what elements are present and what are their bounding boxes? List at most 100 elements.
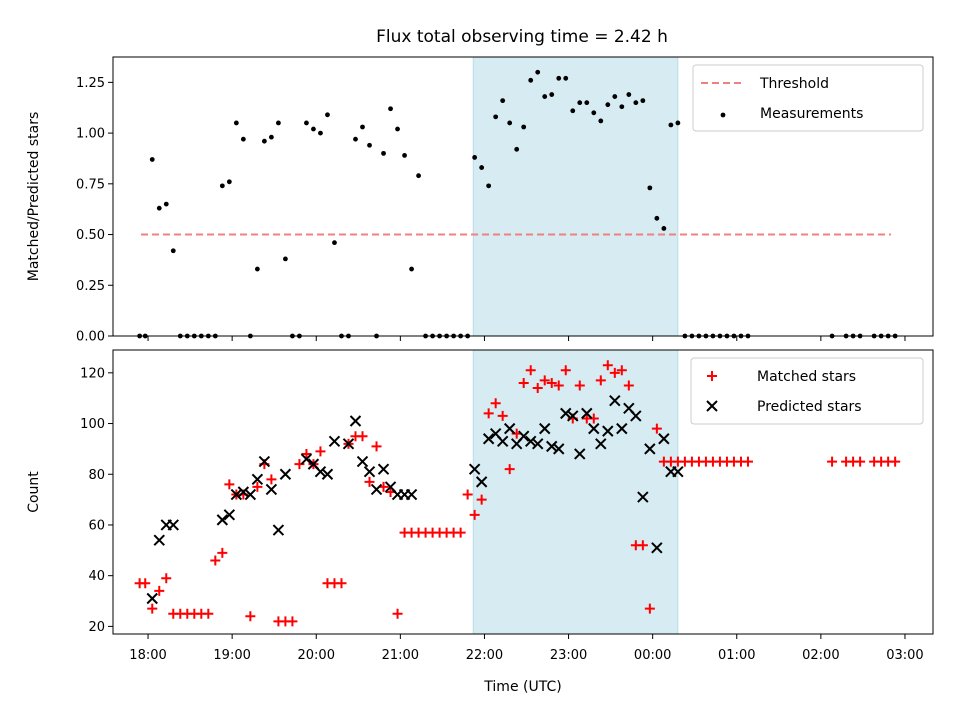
matched-stars-point	[392, 608, 403, 619]
matched-stars-point	[364, 476, 375, 487]
x-tick-label: 02:00	[802, 648, 839, 663]
predicted-stars-point	[468, 463, 481, 475]
matched-stars-point	[154, 585, 165, 596]
legend-label-threshold: Threshold	[759, 76, 829, 92]
measurements-point	[647, 185, 653, 191]
matched-stars-point	[574, 380, 585, 391]
y-tick-label: 1.25	[76, 76, 105, 91]
matched-stars-point	[266, 474, 277, 485]
matched-stars-point	[539, 375, 550, 386]
predicted-stars-point	[251, 473, 264, 486]
predicted-stars-point	[328, 435, 341, 447]
measurements-point	[668, 122, 674, 128]
x-tick-label: 19:00	[213, 648, 250, 663]
matched-stars-point	[553, 380, 564, 391]
ratio-panel: 0.00 0.25 0.50 0.75 1.00 1.25 Matched/Predict…	[26, 56, 934, 345]
measurements-point	[240, 136, 246, 142]
matched-stars-point	[532, 383, 543, 394]
measurements-point	[563, 75, 569, 81]
predicted-stars-point	[553, 443, 565, 455]
predicted-stars-point	[370, 483, 383, 496]
predicted-stars-point	[265, 483, 278, 496]
measurements-point	[219, 183, 225, 189]
predicted-stars-point	[581, 407, 593, 420]
measurements-point	[584, 100, 590, 106]
predicted-stars-point	[651, 542, 663, 554]
matched-stars-point	[469, 509, 480, 520]
predicted-stars-point	[314, 466, 327, 478]
measurements-point	[633, 100, 639, 106]
x-tick-label: 03:00	[886, 648, 923, 663]
y-tick-label: 60	[88, 518, 105, 533]
predicted-stars-point	[672, 466, 684, 478]
matched-stars-point	[560, 365, 571, 376]
count-y-ticks: 20 40 60 80 100 120	[80, 366, 113, 635]
predicted-stars-point	[300, 453, 313, 465]
legend-handle-matched-stars	[707, 371, 717, 381]
legend-label-matched-stars: Matched stars	[757, 369, 856, 385]
matched-stars-point	[525, 365, 536, 376]
measurements-point	[514, 146, 520, 152]
matched-stars-point	[203, 608, 214, 619]
predicted-stars-point	[377, 463, 390, 475]
matched-stars-point	[217, 547, 228, 558]
legend-label-predicted-stars: Predicted stars	[757, 399, 862, 415]
measurements-point	[640, 98, 646, 104]
matched-stars-point	[245, 611, 256, 622]
predicted-stars-point	[237, 486, 250, 498]
observing-window-span-bottom	[472, 349, 679, 635]
measurements-point	[626, 92, 632, 97]
measurements-point	[381, 150, 386, 156]
matched-stars-point	[371, 441, 382, 452]
predicted-stars-point	[644, 443, 656, 455]
measurements-point	[409, 266, 414, 272]
matched-stars-point	[742, 456, 753, 467]
count-series	[134, 360, 901, 627]
x-tick-label: 20:00	[298, 648, 335, 663]
y-tick-label: 0.25	[76, 279, 105, 294]
predicted-stars-point	[363, 466, 376, 478]
ratio-y-ticks: 0.00 0.25 0.50 0.75 1.00 1.25	[76, 76, 113, 345]
predicted-stars-point	[223, 509, 236, 521]
legend-box	[692, 64, 924, 132]
predicted-stars-point	[574, 448, 586, 460]
matched-stars-point	[518, 377, 529, 388]
matched-stars-point	[602, 360, 613, 371]
y-tick-label: 0.00	[76, 330, 105, 345]
matched-stars-point	[301, 448, 312, 459]
predicted-stars-point	[525, 435, 537, 447]
predicted-stars-point	[588, 422, 600, 435]
matched-stars-point	[637, 540, 648, 551]
measurements-point	[304, 120, 309, 126]
matched-stars-point	[609, 367, 620, 378]
legend-handle-predicted-stars	[706, 400, 718, 412]
measurements-point	[283, 256, 288, 262]
chart-title: Flux total observing time = 2.42 h	[376, 27, 668, 47]
predicted-stars-point	[279, 468, 292, 480]
measurements-point	[570, 108, 576, 114]
predicted-stars-point	[532, 438, 544, 450]
predicted-stars-point	[517, 430, 530, 442]
matched-stars-point	[490, 398, 501, 409]
matched-stars-point	[147, 603, 158, 614]
matched-stars-point	[210, 555, 221, 566]
predicted-stars-point	[602, 425, 614, 437]
measurements-point	[416, 173, 421, 179]
predicted-stars-point	[560, 407, 572, 420]
matched-stars-point	[294, 459, 305, 470]
predicted-stars-point	[658, 433, 670, 445]
measurements-point	[360, 124, 365, 130]
measurements-point	[521, 124, 527, 130]
predicted-stars-point	[539, 422, 551, 435]
measurements-point	[493, 114, 499, 120]
measurements-point	[535, 69, 541, 75]
x-tick-label: 18:00	[129, 648, 166, 663]
y-tick-label: 0.50	[76, 228, 105, 243]
legend-box	[690, 357, 924, 425]
measurements-point	[156, 205, 162, 211]
y-tick-label: 1.00	[76, 127, 105, 142]
measurements-point	[149, 157, 155, 162]
measurements-point	[619, 104, 625, 110]
measurements-point	[479, 165, 485, 170]
count-panel: 20 40 60 80 100 120 18:00 19:00 20:00 21:00 22:00…	[26, 349, 934, 695]
